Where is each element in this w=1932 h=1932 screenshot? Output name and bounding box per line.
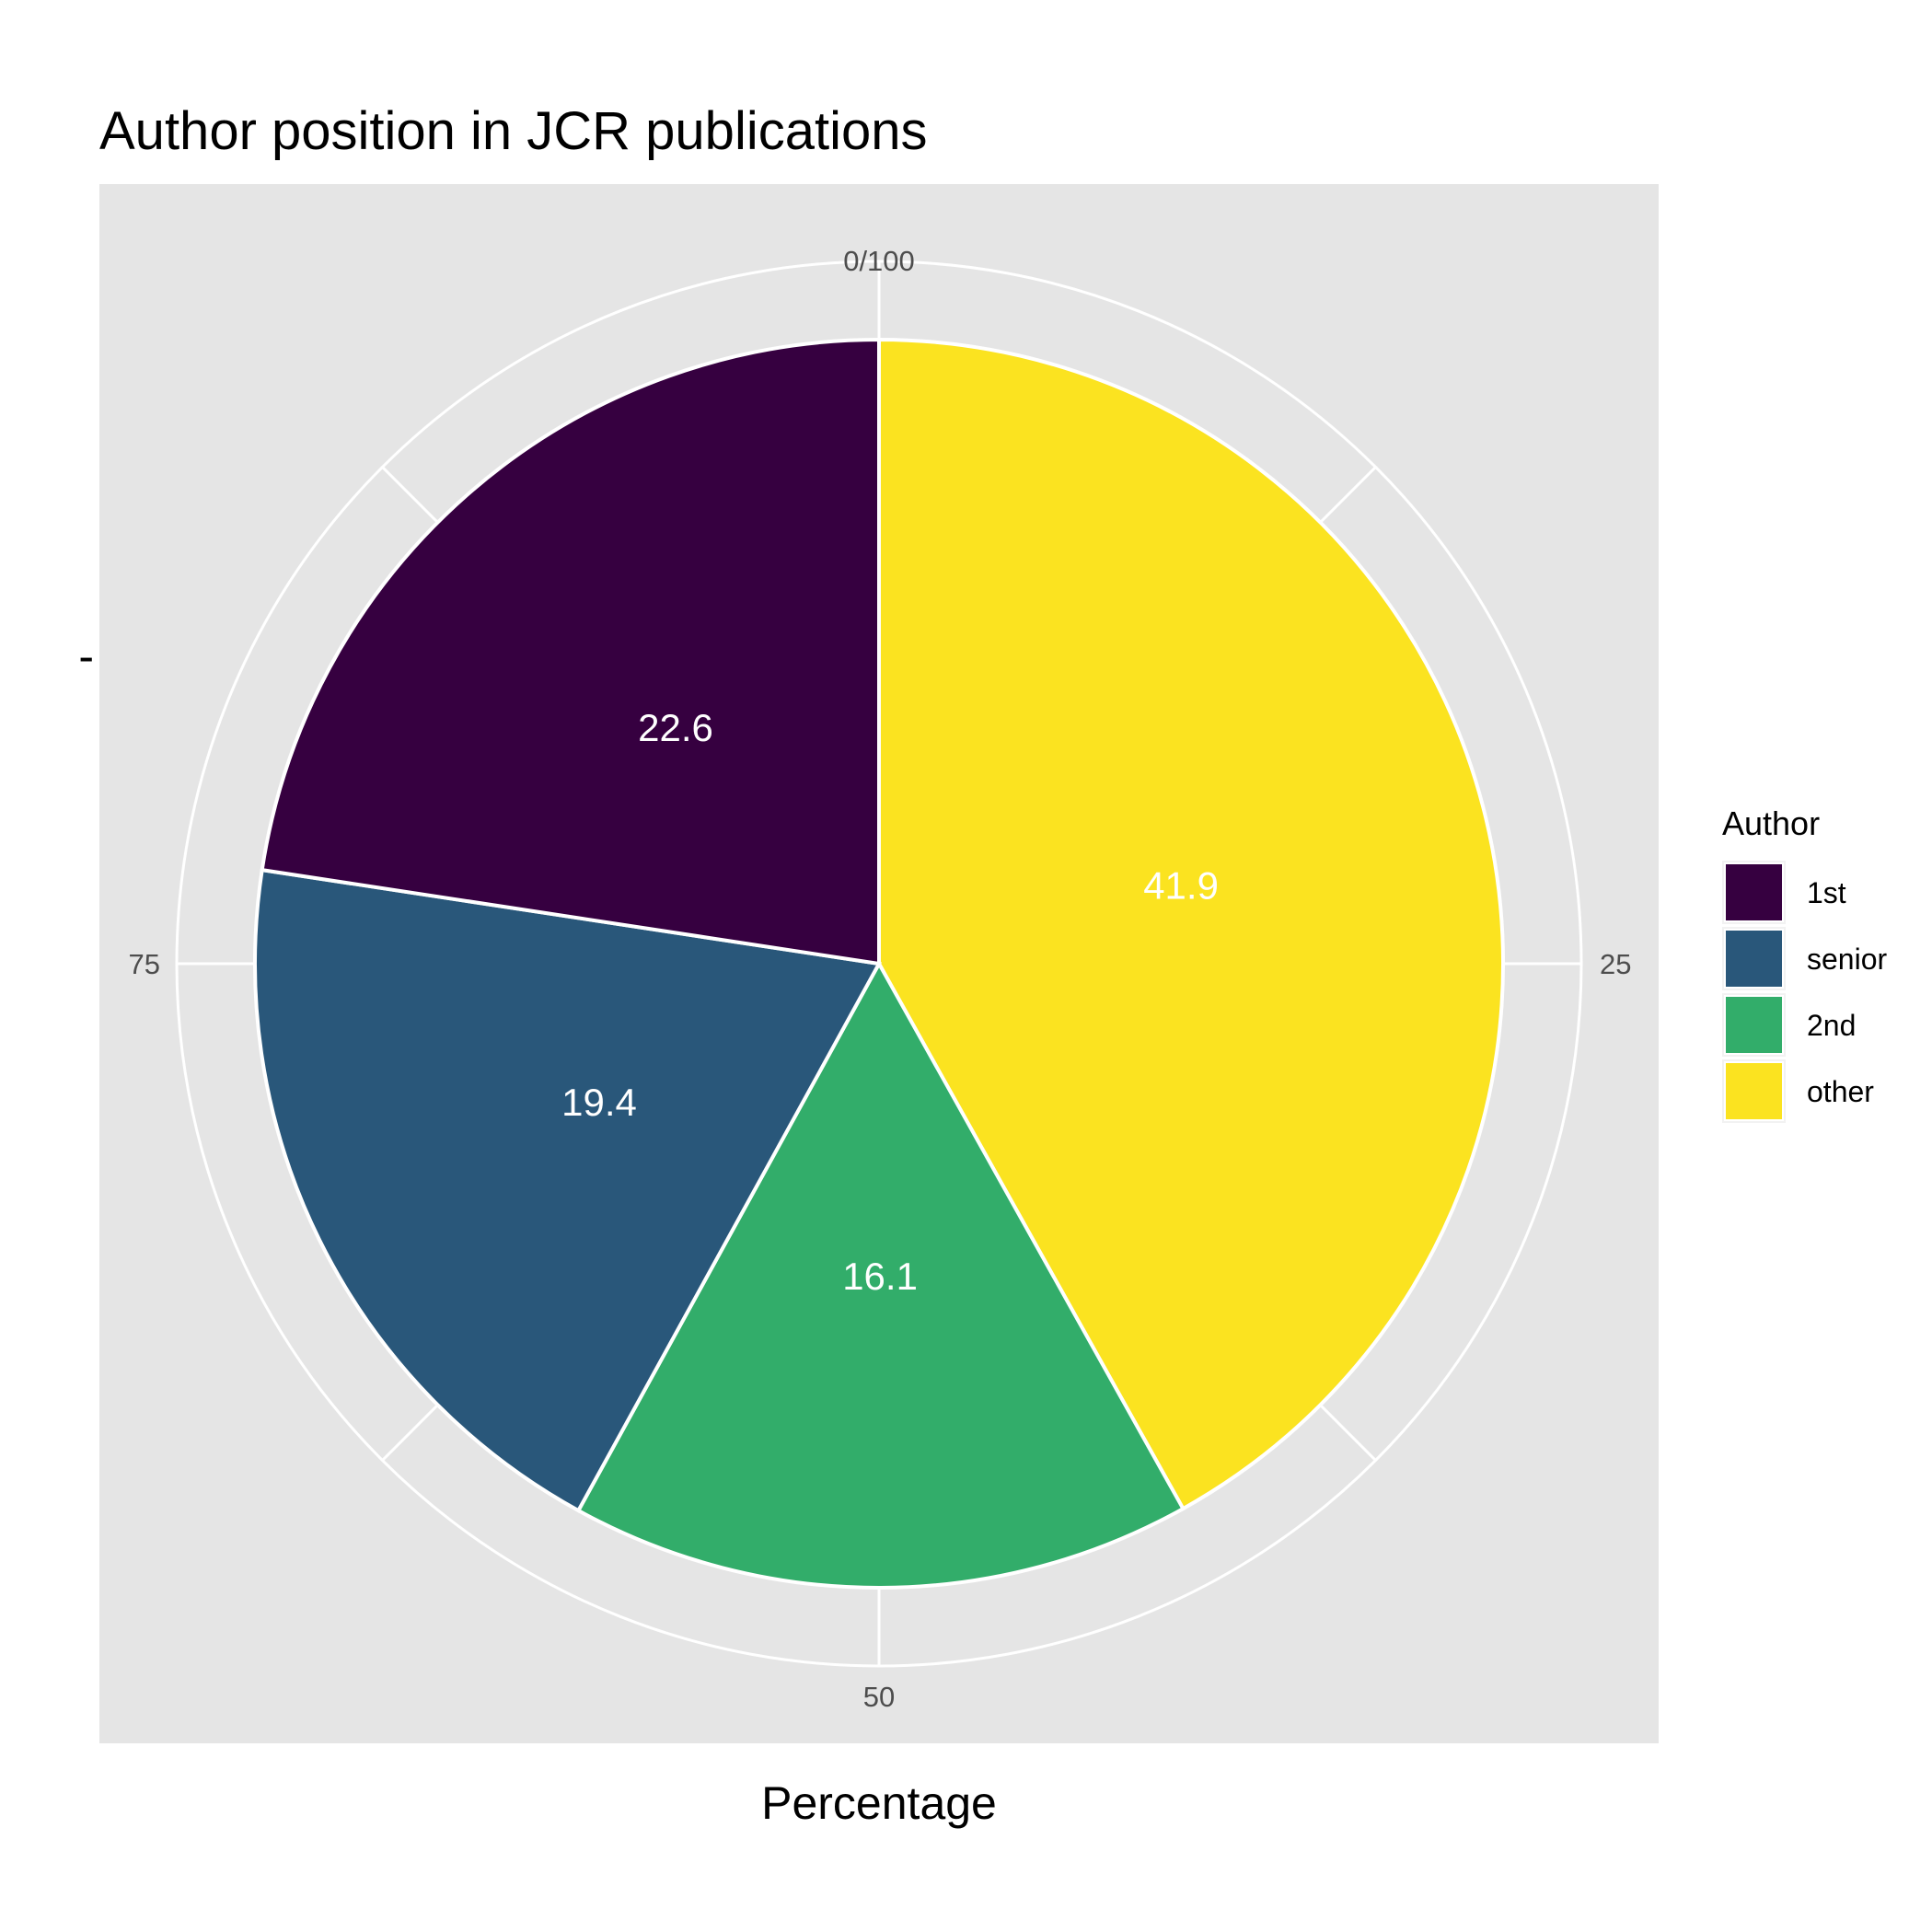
legend-label-senior: senior [1807, 943, 1888, 976]
legend-label-other: other [1807, 1075, 1874, 1108]
pie-slice-senior [253, 867, 883, 1513]
pie-slice-other [877, 337, 1505, 1511]
angle-tick-label: 0/100 [843, 245, 915, 277]
pie-slices [253, 337, 1505, 1590]
slice-labels: 41.9 16.1 19.4 22.6 [561, 706, 1219, 1298]
legend-swatch-1st [1724, 862, 1784, 922]
slice-label-1st: 22.6 [638, 706, 713, 749]
chart-title: Author position in JCR publications [99, 101, 927, 161]
y-axis-label: - [78, 631, 94, 682]
legend-swatch-2nd [1724, 995, 1784, 1055]
legend-swatch-other [1724, 1061, 1784, 1121]
legend: Author 1st senior 2nd other [1722, 804, 1888, 1123]
legend-label-1st: 1st [1807, 876, 1846, 909]
slice-label-other: 41.9 [1143, 864, 1219, 908]
slice-label-senior: 19.4 [561, 1081, 637, 1124]
legend-label-2nd: 2nd [1807, 1009, 1856, 1042]
angle-tick-label: 75 [129, 948, 160, 980]
slice-label-2nd: 16.1 [842, 1255, 918, 1298]
angle-tick-label: 50 [863, 1681, 895, 1713]
angle-tick-labels: 0/100 25 50 75 [129, 245, 1632, 1713]
legend-swatch-senior [1724, 929, 1784, 989]
legend-title: Author [1722, 804, 1820, 842]
angle-tick-label: 25 [1600, 948, 1631, 980]
pie-slice-2nd [575, 959, 1186, 1590]
x-axis-label: Percentage [761, 1777, 997, 1829]
pie-slice-1st [260, 337, 881, 966]
